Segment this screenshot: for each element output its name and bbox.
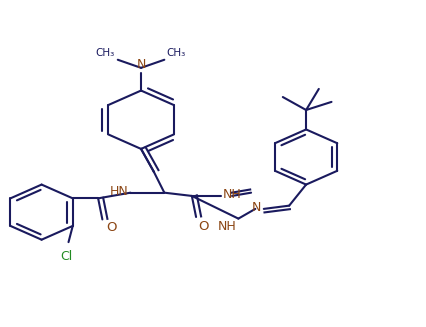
Text: Cl: Cl bbox=[60, 250, 72, 263]
Text: O: O bbox=[106, 221, 116, 234]
Text: CH₃: CH₃ bbox=[95, 48, 115, 59]
Text: HN: HN bbox=[109, 185, 128, 198]
Text: N: N bbox=[136, 59, 146, 71]
Text: NH: NH bbox=[218, 220, 236, 233]
Text: O: O bbox=[198, 220, 209, 233]
Text: N: N bbox=[252, 201, 261, 214]
Text: NH: NH bbox=[223, 188, 242, 201]
Text: CH₃: CH₃ bbox=[167, 48, 186, 59]
